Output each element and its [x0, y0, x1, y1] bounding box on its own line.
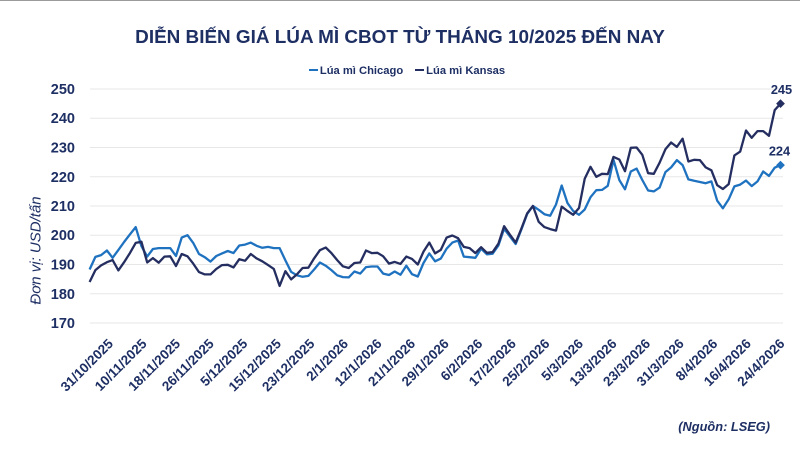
svg-text:200: 200: [51, 228, 75, 244]
svg-text:190: 190: [51, 258, 75, 274]
svg-text:250: 250: [51, 82, 75, 98]
svg-text:240: 240: [51, 111, 75, 127]
svg-text:210: 210: [51, 199, 75, 215]
svg-text:220: 220: [51, 170, 75, 186]
svg-text:170: 170: [51, 316, 75, 332]
svg-text:180: 180: [51, 287, 75, 303]
svg-text:230: 230: [51, 141, 75, 157]
svg-text:245: 245: [771, 82, 792, 97]
svg-text:224: 224: [769, 144, 791, 159]
